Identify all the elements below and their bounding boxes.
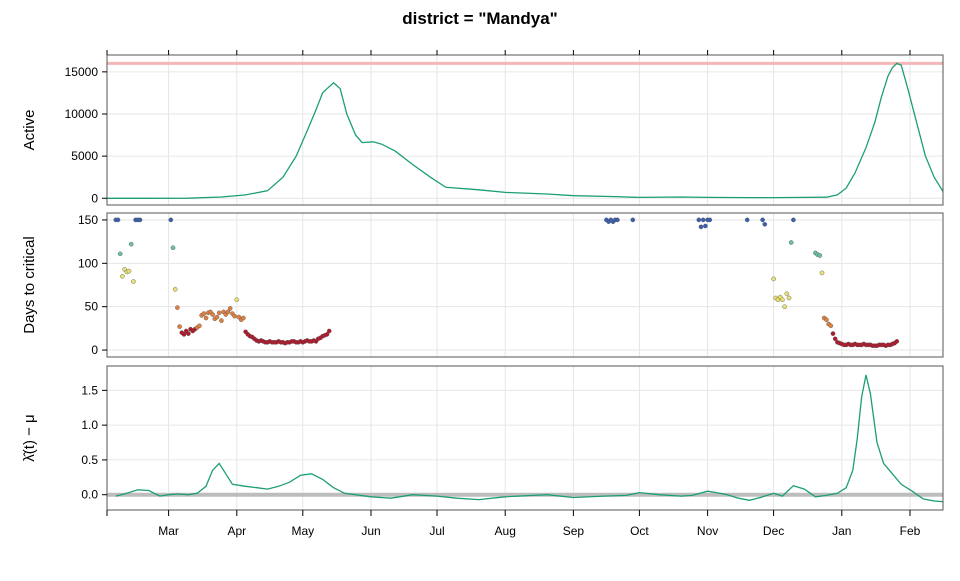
y-tick-label: 10000 bbox=[65, 107, 99, 121]
data-point bbox=[232, 313, 237, 319]
y-tick-label: 1.5 bbox=[81, 383, 98, 397]
x-tick-label: Aug bbox=[495, 524, 516, 538]
y-tick-label: 15000 bbox=[65, 65, 99, 79]
x-tick-label: May bbox=[291, 524, 314, 538]
data-point bbox=[197, 323, 202, 329]
data-point bbox=[115, 217, 121, 223]
panel-frame bbox=[106, 365, 944, 511]
panel-3 bbox=[102, 365, 944, 511]
y-tick-label: 5000 bbox=[71, 149, 98, 163]
data-point bbox=[744, 217, 750, 223]
data-point bbox=[126, 268, 132, 274]
data-point bbox=[700, 217, 706, 223]
data-point bbox=[760, 217, 765, 223]
data-point bbox=[615, 217, 620, 223]
panel-1 bbox=[102, 54, 944, 206]
data-point bbox=[819, 270, 825, 276]
data-point bbox=[786, 295, 792, 301]
y-tick-label: 1.0 bbox=[81, 418, 98, 432]
chart-title: district = "Mandya" bbox=[402, 9, 557, 28]
data-point bbox=[703, 223, 708, 229]
panel-frame bbox=[106, 54, 944, 206]
data-point bbox=[830, 331, 836, 336]
data-point bbox=[782, 304, 787, 310]
data-point bbox=[707, 217, 713, 223]
data-point bbox=[175, 305, 180, 310]
y-tick-label: 0.0 bbox=[81, 488, 98, 502]
y-axis-title: Days to critical bbox=[21, 236, 38, 334]
data-point bbox=[630, 217, 636, 223]
data-point bbox=[181, 332, 187, 337]
y-tick-label: 0 bbox=[91, 343, 98, 357]
data-point bbox=[771, 276, 776, 282]
x-tick-label: Dec bbox=[763, 524, 784, 538]
data-point bbox=[326, 328, 332, 334]
data-point bbox=[832, 336, 838, 342]
series-line bbox=[115, 374, 944, 503]
data-point bbox=[172, 286, 178, 292]
data-point bbox=[210, 312, 215, 317]
data-point bbox=[186, 331, 191, 336]
data-point bbox=[784, 291, 790, 297]
data-point bbox=[696, 217, 702, 223]
y-tick-label: 150 bbox=[78, 213, 98, 227]
x-tick-label: Jul bbox=[429, 524, 444, 538]
x-tick-label: Jun bbox=[361, 524, 380, 538]
x-tick-label: Feb bbox=[900, 524, 921, 538]
data-point bbox=[216, 310, 222, 316]
data-point bbox=[780, 297, 785, 303]
data-point bbox=[131, 279, 136, 284]
data-point bbox=[168, 217, 174, 223]
y-tick-label: 100 bbox=[78, 256, 98, 270]
data-point bbox=[203, 315, 209, 321]
data-point bbox=[177, 324, 182, 329]
data-point bbox=[817, 253, 823, 258]
data-point bbox=[170, 245, 176, 250]
data-point bbox=[324, 332, 330, 337]
data-point bbox=[788, 240, 794, 245]
data-point bbox=[894, 339, 900, 344]
data-point bbox=[137, 217, 143, 223]
data-point bbox=[225, 309, 231, 315]
data-point bbox=[128, 241, 134, 247]
y-tick-label: 0 bbox=[91, 191, 98, 205]
y-tick-label: 0.5 bbox=[81, 453, 98, 467]
series-line bbox=[107, 62, 944, 199]
data-point bbox=[791, 217, 796, 223]
data-point bbox=[120, 273, 125, 279]
data-point bbox=[241, 315, 246, 321]
data-point bbox=[824, 317, 829, 323]
data-point bbox=[828, 323, 834, 329]
data-point bbox=[234, 297, 240, 303]
y-tick-label: 50 bbox=[85, 300, 99, 314]
y-axis-title: λ̂(t) − μ bbox=[21, 414, 38, 461]
data-point bbox=[698, 224, 704, 230]
panel-frame bbox=[106, 212, 944, 358]
data-point bbox=[762, 221, 768, 227]
x-tick-label: Nov bbox=[697, 524, 718, 538]
x-tick-label: Mar bbox=[158, 524, 179, 538]
data-point bbox=[219, 318, 224, 323]
data-point bbox=[227, 306, 233, 311]
x-tick-label: Sep bbox=[563, 524, 585, 538]
panel-2 bbox=[102, 212, 944, 358]
data-point bbox=[117, 251, 123, 257]
data-point bbox=[201, 311, 207, 316]
x-tick-label: Oct bbox=[630, 524, 649, 538]
x-tick-label: Jan bbox=[832, 524, 851, 538]
y-axis-title: Active bbox=[21, 110, 38, 151]
x-tick-label: Apr bbox=[227, 524, 246, 538]
data-point bbox=[214, 314, 220, 320]
